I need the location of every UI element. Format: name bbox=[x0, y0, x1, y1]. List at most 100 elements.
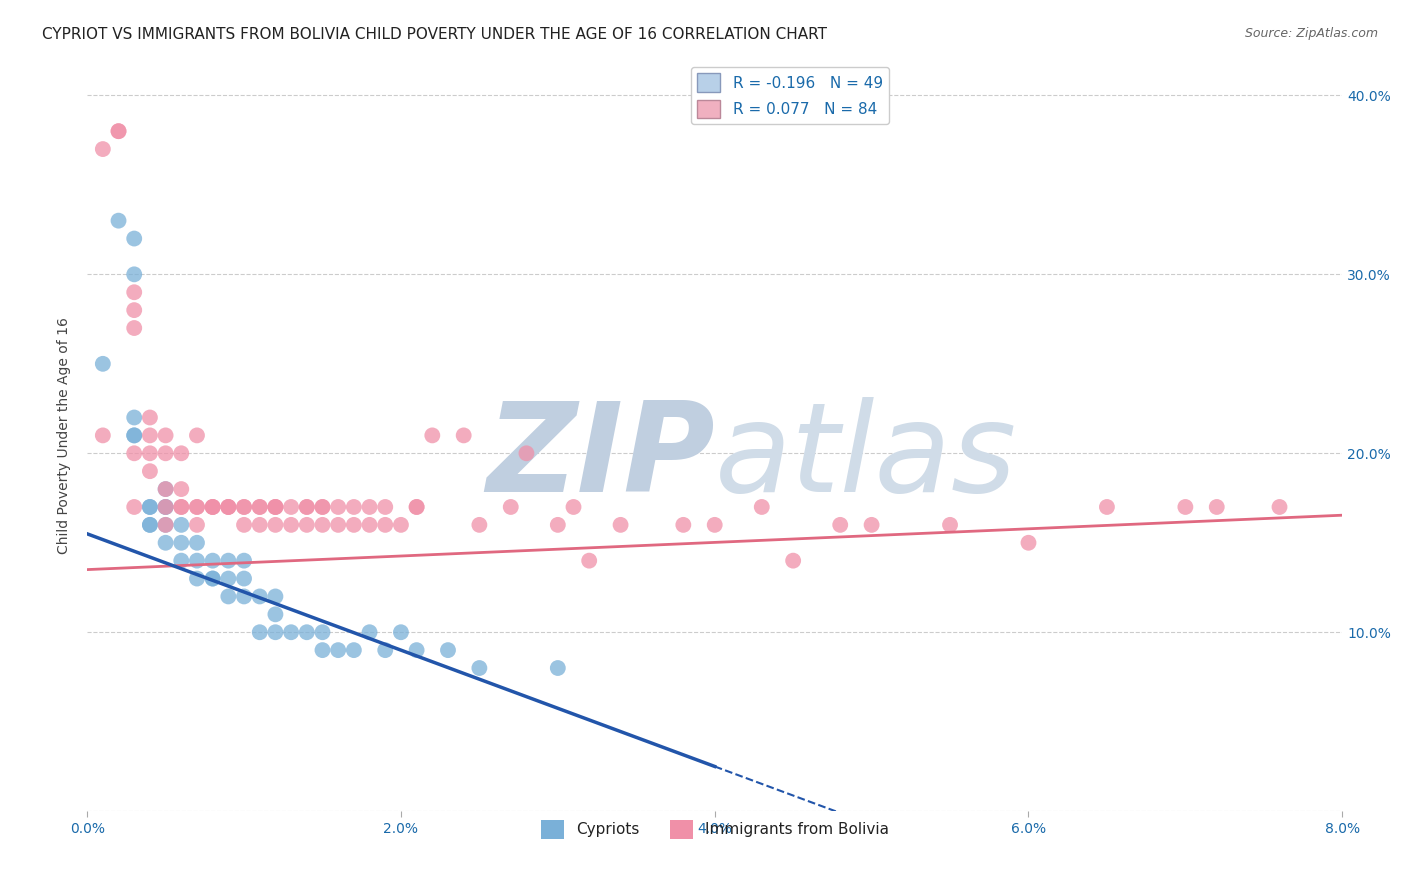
Point bbox=[609, 517, 631, 532]
Point bbox=[201, 500, 224, 514]
Y-axis label: Child Poverty Under the Age of 16: Child Poverty Under the Age of 16 bbox=[58, 317, 72, 554]
Point bbox=[939, 517, 962, 532]
Point bbox=[170, 517, 193, 532]
Point bbox=[155, 500, 177, 514]
Point bbox=[170, 500, 193, 514]
Point bbox=[186, 554, 208, 568]
Point bbox=[122, 410, 145, 425]
Point bbox=[328, 517, 350, 532]
Point bbox=[405, 643, 427, 657]
Text: ZIP: ZIP bbox=[486, 398, 714, 518]
Point bbox=[170, 446, 193, 460]
Point bbox=[139, 517, 162, 532]
Point bbox=[233, 517, 256, 532]
Point bbox=[782, 554, 804, 568]
Point bbox=[264, 517, 287, 532]
Point bbox=[280, 517, 302, 532]
Point bbox=[547, 661, 569, 675]
Point bbox=[311, 643, 333, 657]
Point bbox=[295, 500, 318, 514]
Point bbox=[343, 500, 366, 514]
Point bbox=[186, 572, 208, 586]
Point bbox=[122, 428, 145, 442]
Point bbox=[122, 231, 145, 245]
Point bbox=[186, 500, 208, 514]
Point bbox=[186, 517, 208, 532]
Point bbox=[264, 500, 287, 514]
Point bbox=[249, 500, 271, 514]
Point bbox=[91, 428, 114, 442]
Point bbox=[107, 124, 129, 138]
Point bbox=[155, 428, 177, 442]
Point bbox=[186, 535, 208, 549]
Point bbox=[201, 554, 224, 568]
Legend: Cypriots, Immigrants from Bolivia: Cypriots, Immigrants from Bolivia bbox=[534, 814, 896, 845]
Point bbox=[860, 517, 883, 532]
Point bbox=[91, 142, 114, 156]
Point bbox=[1205, 500, 1227, 514]
Point bbox=[468, 517, 491, 532]
Point bbox=[359, 500, 381, 514]
Point bbox=[295, 625, 318, 640]
Point bbox=[217, 500, 239, 514]
Point bbox=[311, 517, 333, 532]
Point bbox=[155, 446, 177, 460]
Point bbox=[122, 285, 145, 300]
Point bbox=[264, 500, 287, 514]
Point bbox=[343, 517, 366, 532]
Point bbox=[139, 500, 162, 514]
Point bbox=[201, 500, 224, 514]
Point bbox=[201, 572, 224, 586]
Point bbox=[437, 643, 460, 657]
Point bbox=[233, 572, 256, 586]
Point bbox=[499, 500, 522, 514]
Point bbox=[155, 535, 177, 549]
Point bbox=[170, 500, 193, 514]
Point bbox=[155, 517, 177, 532]
Point bbox=[122, 303, 145, 318]
Point bbox=[264, 607, 287, 622]
Point bbox=[311, 625, 333, 640]
Text: CYPRIOT VS IMMIGRANTS FROM BOLIVIA CHILD POVERTY UNDER THE AGE OF 16 CORRELATION: CYPRIOT VS IMMIGRANTS FROM BOLIVIA CHILD… bbox=[42, 27, 827, 42]
Point bbox=[295, 517, 318, 532]
Point bbox=[122, 268, 145, 282]
Point bbox=[249, 517, 271, 532]
Point bbox=[122, 500, 145, 514]
Point bbox=[155, 500, 177, 514]
Point bbox=[280, 500, 302, 514]
Point bbox=[233, 554, 256, 568]
Point bbox=[453, 428, 475, 442]
Point bbox=[389, 517, 412, 532]
Point bbox=[107, 213, 129, 227]
Point bbox=[217, 500, 239, 514]
Point bbox=[328, 500, 350, 514]
Point bbox=[233, 500, 256, 514]
Point bbox=[217, 572, 239, 586]
Point bbox=[280, 625, 302, 640]
Point bbox=[1268, 500, 1291, 514]
Point bbox=[122, 446, 145, 460]
Point bbox=[420, 428, 443, 442]
Point bbox=[201, 572, 224, 586]
Point bbox=[217, 590, 239, 604]
Point bbox=[233, 590, 256, 604]
Point bbox=[201, 500, 224, 514]
Point bbox=[91, 357, 114, 371]
Point bbox=[139, 500, 162, 514]
Point bbox=[155, 517, 177, 532]
Point bbox=[155, 482, 177, 496]
Point bbox=[359, 625, 381, 640]
Point bbox=[578, 554, 600, 568]
Point bbox=[139, 410, 162, 425]
Point bbox=[249, 500, 271, 514]
Point bbox=[515, 446, 537, 460]
Point bbox=[1174, 500, 1197, 514]
Point bbox=[264, 500, 287, 514]
Point bbox=[249, 590, 271, 604]
Point bbox=[264, 625, 287, 640]
Point bbox=[1095, 500, 1118, 514]
Point bbox=[703, 517, 725, 532]
Point bbox=[107, 124, 129, 138]
Point bbox=[217, 554, 239, 568]
Point bbox=[170, 482, 193, 496]
